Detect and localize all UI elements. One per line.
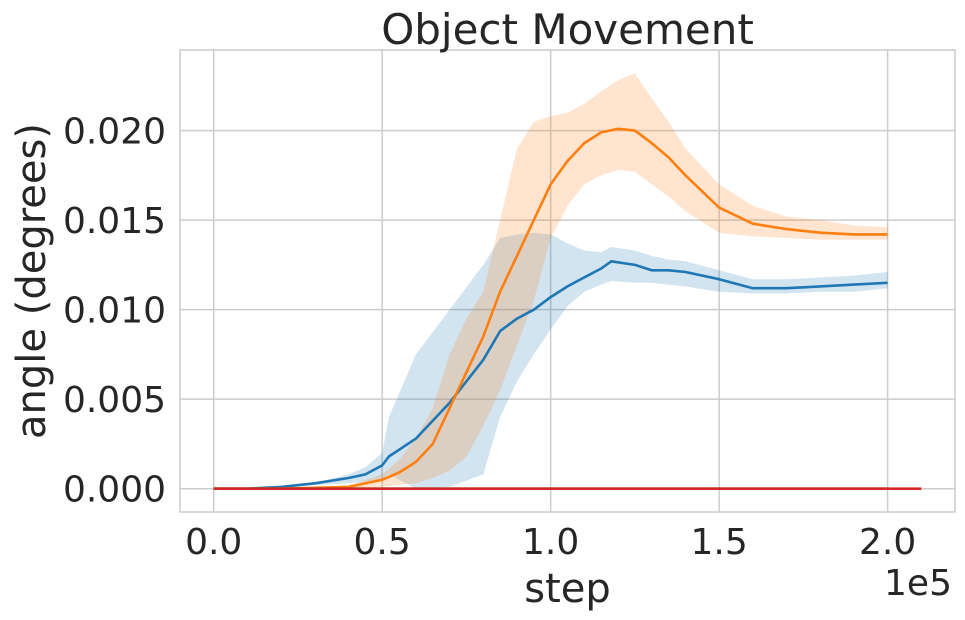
y-tick-label: 0.000: [63, 470, 166, 511]
confidence-bands: [213, 73, 888, 489]
y-tick-label: 0.005: [63, 380, 166, 421]
plot-area: [179, 49, 956, 513]
series-1-band: [213, 232, 888, 489]
y-tick-label: 0.010: [63, 291, 166, 332]
x-tick-label: 0.0: [185, 522, 242, 563]
series-2-line: [213, 127, 888, 490]
x-tick-labels: 0.0 0.5 1.0 1.5 2.0: [185, 522, 916, 563]
x-tick-label: 0.5: [354, 522, 411, 563]
x-axis-offset-label: 1e5: [884, 563, 952, 604]
series-1-line: [213, 260, 888, 490]
x-axis-title: step: [524, 566, 611, 612]
y-tick-labels: 0.000 0.005 0.010 0.015 0.020: [63, 112, 166, 511]
y-tick-label: 0.015: [63, 201, 166, 242]
x-tick-label: 2.0: [859, 522, 916, 563]
series-lines: [213, 127, 922, 490]
y-axis-title: angle (degrees): [9, 123, 55, 439]
x-tick-label: 1.5: [690, 522, 747, 563]
x-tick-label: 1.0: [522, 522, 579, 563]
series-2-band: [213, 73, 888, 489]
y-tick-label: 0.020: [63, 112, 166, 153]
chart-title: Object Movement: [381, 5, 754, 54]
